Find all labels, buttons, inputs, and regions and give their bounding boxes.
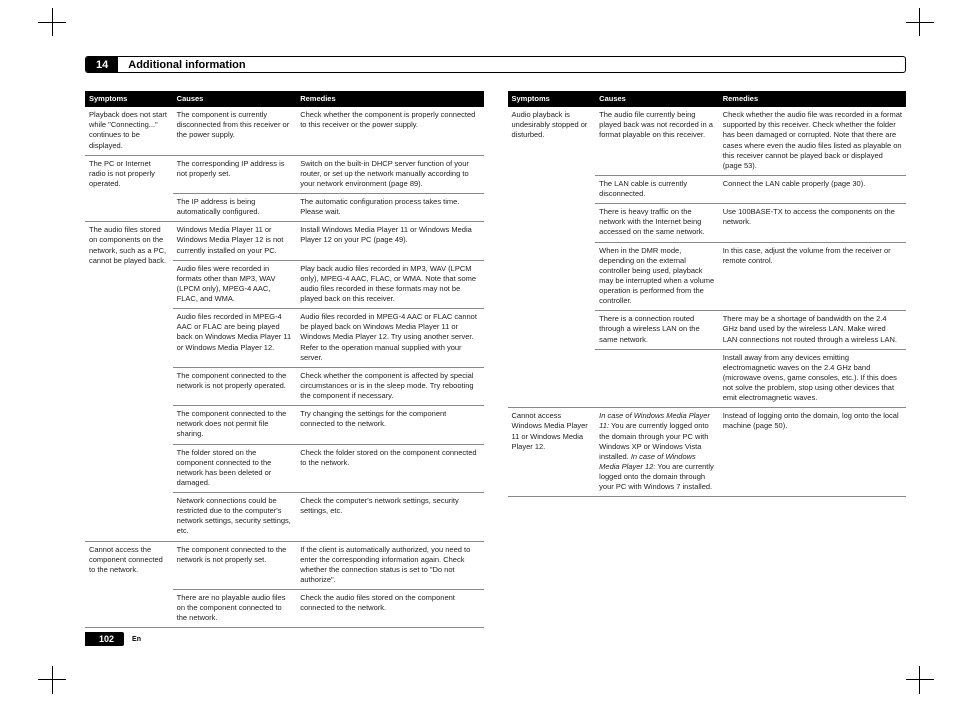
cell-remedy: Check whether the component is affected … — [296, 367, 483, 405]
table-row: Playback does not start while "Connectin… — [85, 107, 484, 155]
right-column: Symptoms Causes Remedies Audio playback … — [508, 91, 907, 628]
page-number: 102 — [85, 632, 124, 646]
cell-cause: The corresponding IP address is not prop… — [173, 155, 297, 193]
cell-symptom: The PC or Internet radio is not properly… — [85, 155, 173, 222]
troubleshoot-table-right: Symptoms Causes Remedies Audio playback … — [508, 91, 907, 497]
cell-cause: The component connected to the network d… — [173, 406, 297, 444]
cell-cause: Audio files were recorded in formats oth… — [173, 260, 297, 309]
cell-cause: The component connected to the network i… — [173, 541, 297, 590]
cell-remedy: Connect the LAN cable properly (page 30)… — [719, 175, 906, 203]
cell-cause: When in the DMR mode, depending on the e… — [595, 242, 719, 311]
cell-remedy: Instead of logging onto the domain, log … — [719, 408, 906, 497]
cell-remedy: Audio files recorded in MPEG-4 AAC or FL… — [296, 309, 483, 368]
cell-cause: The component is currently disconnected … — [173, 107, 297, 155]
cell-remedy: Play back audio files recorded in MP3, W… — [296, 260, 483, 309]
cell-cause: The folder stored on the component conne… — [173, 444, 297, 493]
cell-cause: There is heavy traffic on the network wi… — [595, 204, 719, 242]
cell-remedy: Check the folder stored on the component… — [296, 444, 483, 493]
table-row: The PC or Internet radio is not properly… — [85, 155, 484, 193]
cell-remedy: Check whether the audio file was recorde… — [719, 107, 906, 175]
th-symptoms: Symptoms — [85, 91, 173, 107]
cell-cause: There are no playable audio files on the… — [173, 590, 297, 628]
cell-remedy: Use 100BASE-TX to access the components … — [719, 204, 906, 242]
th-remedies: Remedies — [296, 91, 483, 107]
table-row: Cannot access the component connected to… — [85, 541, 484, 590]
page-content: 14 Additional information Symptoms Cause… — [85, 56, 906, 646]
cell-remedy: Check whether the component is properly … — [296, 107, 483, 155]
cell-remedy: Install away from any devices emitting e… — [719, 349, 906, 408]
table-row: Cannot access Windows Media Player 11 or… — [508, 408, 907, 497]
cell-cause: Network connections could be restricted … — [173, 493, 297, 542]
cell-symptom: Cannot access Windows Media Player 11 or… — [508, 408, 596, 497]
section-title: Additional information — [118, 57, 905, 72]
cell-cause: The LAN cable is currently disconnected. — [595, 175, 719, 203]
cell-cause: The audio file currently being played ba… — [595, 107, 719, 175]
page-language: En — [132, 636, 141, 643]
cell-remedy: The automatic configuration process take… — [296, 194, 483, 222]
section-number: 14 — [86, 57, 118, 72]
cell-cause: In case of Windows Media Player 11: You … — [595, 408, 719, 497]
cell-symptom: Audio playback is undesirably stopped or… — [508, 107, 596, 408]
cell-remedy: Check the computer's network settings, s… — [296, 493, 483, 542]
cell-remedy: If the client is automatically authorize… — [296, 541, 483, 590]
left-column: Symptoms Causes Remedies Playback does n… — [85, 91, 484, 628]
cell-cause: There is a connection routed through a w… — [595, 311, 719, 349]
page-footer: 102 En — [85, 632, 141, 646]
cell-cause: Audio files recorded in MPEG-4 AAC or FL… — [173, 309, 297, 368]
th-causes: Causes — [173, 91, 297, 107]
troubleshoot-table-left: Symptoms Causes Remedies Playback does n… — [85, 91, 484, 628]
th-symptoms: Symptoms — [508, 91, 596, 107]
th-remedies: Remedies — [719, 91, 906, 107]
section-header: 14 Additional information — [85, 56, 906, 73]
table-row: The audio files stored on components on … — [85, 222, 484, 260]
table-row: Audio playback is undesirably stopped or… — [508, 107, 907, 175]
cell-remedy: Switch on the built-in DHCP server funct… — [296, 155, 483, 193]
cell-cause: Windows Media Player 11 or Windows Media… — [173, 222, 297, 260]
cell-cause — [595, 349, 719, 408]
cell-remedy: Install Windows Media Player 11 or Windo… — [296, 222, 483, 260]
th-causes: Causes — [595, 91, 719, 107]
cell-remedy: Try changing the settings for the compon… — [296, 406, 483, 444]
cell-remedy: Check the audio files stored on the comp… — [296, 590, 483, 628]
cell-remedy: There may be a shortage of bandwidth on … — [719, 311, 906, 349]
cell-remedy: In this case, adjust the volume from the… — [719, 242, 906, 311]
cell-cause: The IP address is being automatically co… — [173, 194, 297, 222]
cell-symptom: Cannot access the component connected to… — [85, 541, 173, 628]
cell-cause: The component connected to the network i… — [173, 367, 297, 405]
cell-symptom: The audio files stored on components on … — [85, 222, 173, 541]
cell-symptom: Playback does not start while "Connectin… — [85, 107, 173, 155]
